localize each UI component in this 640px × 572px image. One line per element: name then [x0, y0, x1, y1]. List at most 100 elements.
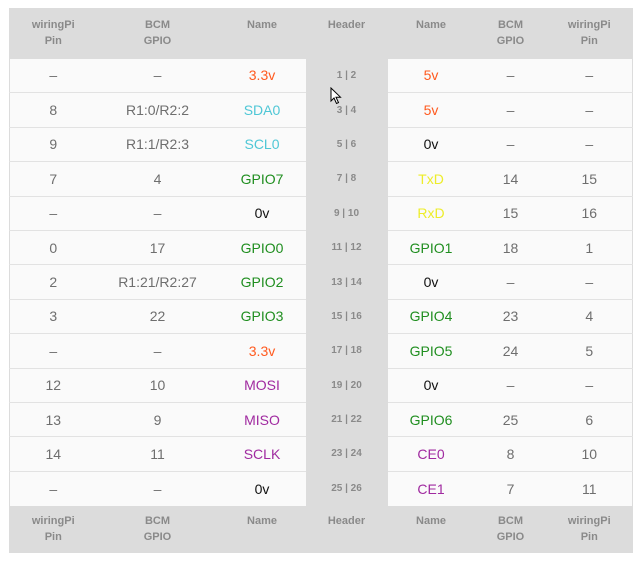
- wiringpi-pin-right: 15: [546, 161, 633, 197]
- pin-name-left: MISO: [218, 402, 306, 438]
- bcm-gpio-left: –: [96, 58, 219, 94]
- header-pin-pair: 17 | 18: [305, 333, 388, 369]
- pin-name-right: GPIO5: [387, 333, 475, 369]
- bcm-gpio-left: –: [96, 333, 219, 369]
- wiringpi-pin-right: –: [546, 264, 633, 300]
- pin-name-left: SCLK: [218, 436, 306, 472]
- col-footer-name-right: Name: [387, 505, 475, 553]
- table-row: 8 R1:0/R2:2 SDA0 3 | 4 5v – –: [9, 92, 633, 128]
- wiringpi-pin-right: –: [546, 127, 633, 163]
- bcm-gpio-right: 23: [474, 299, 547, 335]
- bcm-gpio-right: 18: [474, 230, 547, 266]
- bcm-gpio-left: 11: [96, 436, 219, 472]
- bcm-gpio-right: 8: [474, 436, 547, 472]
- table-row: – –3.3v 1 | 2 5v – –: [9, 58, 633, 94]
- bcm-gpio-right: 7: [474, 471, 547, 506]
- wiringpi-pin-left: 0: [9, 230, 97, 266]
- pin-name-right: 0v: [387, 127, 475, 163]
- wiringpi-pin-right: 10: [546, 436, 633, 472]
- pin-name-left: 3.3v: [218, 58, 306, 94]
- bcm-gpio-left: –: [96, 471, 219, 506]
- wiringpi-pin-right: –: [546, 368, 633, 403]
- header-pin-pair: 7 | 8: [305, 161, 388, 197]
- table-row: 2 R1:21/R2:27 GPIO2 13 | 14 0v – –: [9, 264, 633, 300]
- col-header-bcm-right: BCM GPIO: [474, 8, 547, 59]
- wiringpi-pin-right: 16: [546, 196, 633, 231]
- table-row: 12 10 MOSI 19 | 20 0v – –: [9, 368, 633, 403]
- bcm-gpio-left: 22: [96, 299, 219, 335]
- footer-row: wiringPi Pin BCM GPIO Name Header Name BCM…: [9, 505, 633, 553]
- wiringpi-pin-right: –: [546, 58, 633, 94]
- bcm-gpio-left: 4: [96, 161, 219, 197]
- header-pin-pair: 1 | 2: [305, 58, 388, 94]
- wiringpi-pin-left: 7: [9, 161, 97, 197]
- wiringpi-pin-right: 6: [546, 402, 633, 438]
- header-pin-pair: 9 | 10: [305, 196, 388, 231]
- header-pin-pair: 11 | 12: [305, 230, 388, 266]
- bcm-gpio-left: R1:21/R2:27: [96, 264, 219, 300]
- bcm-gpio-right: –: [474, 127, 547, 163]
- col-footer-wiringpi-left: wiringPi Pin: [9, 505, 97, 553]
- wiringpi-pin-left: 9: [9, 127, 97, 163]
- header-pin-pair: 19 | 20: [305, 368, 388, 403]
- wiringpi-pin-right: 4: [546, 299, 633, 335]
- bcm-gpio-right: 15: [474, 196, 547, 231]
- table-header: wiringPi Pin BCM GPIO Name Header Name BCM…: [9, 8, 633, 59]
- bcm-gpio-right: –: [474, 92, 547, 128]
- table-footer: wiringPi Pin BCM GPIO Name Header Name BCM…: [9, 505, 633, 553]
- pin-name-left: MOSI: [218, 368, 306, 403]
- col-footer-wiringpi-right: wiringPi Pin: [546, 505, 633, 553]
- pin-name-right: GPIO6: [387, 402, 475, 438]
- wiringpi-pin-right: 1: [546, 230, 633, 266]
- bcm-gpio-right: –: [474, 58, 547, 94]
- wiringpi-pin-left: –: [9, 58, 97, 94]
- wiringpi-pin-left: 13: [9, 402, 97, 438]
- wiringpi-pin-left: 2: [9, 264, 97, 300]
- table-row: – –0v 9 | 10 RxD 15 16: [9, 196, 633, 231]
- wiringpi-pin-left: –: [9, 333, 97, 369]
- wiringpi-pin-left: 14: [9, 436, 97, 472]
- wiringpi-pin-left: 8: [9, 92, 97, 128]
- wiringpi-pin-left: 12: [9, 368, 97, 403]
- bcm-gpio-right: 25: [474, 402, 547, 438]
- wiringpi-pin-left: –: [9, 471, 97, 506]
- pin-name-right: 5v: [387, 58, 475, 94]
- pin-name-left: 3.3v: [218, 333, 306, 369]
- table-row: 0 17 GPIO0 11 | 12 GPIO1 18 1: [9, 230, 633, 266]
- bcm-gpio-left: 17: [96, 230, 219, 266]
- table-row: 7 4 GPIO7 7 | 8 TxD 14 15: [9, 161, 633, 197]
- pin-name-right: 0v: [387, 368, 475, 403]
- col-footer-name-left: Name: [218, 505, 306, 553]
- col-header-bcm-left: BCM GPIO: [96, 8, 219, 59]
- bcm-gpio-right: –: [474, 368, 547, 403]
- col-header-name-right: Name: [387, 8, 475, 59]
- pin-name-left: GPIO2: [218, 264, 306, 300]
- header-pin-pair: 23 | 24: [305, 436, 388, 472]
- header-row: wiringPi Pin BCM GPIO Name Header Name BCM…: [9, 8, 633, 59]
- wiringpi-pin-right: 11: [546, 471, 633, 506]
- pin-name-right: CE0: [387, 436, 475, 472]
- wiringpi-pin-left: 3: [9, 299, 97, 335]
- wiringpi-pin-right: –: [546, 92, 633, 128]
- header-pin-pair: 5 | 6: [305, 127, 388, 163]
- table-row: 14 11 SCLK 23 | 24 CE0 8 10: [9, 436, 633, 472]
- pin-name-right: 0v: [387, 264, 475, 300]
- table-row: 13 9 MISO 21 | 22 GPIO6 25 6: [9, 402, 633, 438]
- header-pin-pair: 13 | 14: [305, 264, 388, 300]
- col-header-wiringpi-right: wiringPi Pin: [546, 8, 633, 59]
- bcm-gpio-left: 9: [96, 402, 219, 438]
- col-footer-header: Header: [305, 505, 388, 553]
- bcm-gpio-right: 14: [474, 161, 547, 197]
- table-row: 3 22 GPIO3 15 | 16 GPIO4 23 4: [9, 299, 633, 335]
- wiringpi-pin-left: –: [9, 196, 97, 231]
- bcm-gpio-left: –: [96, 196, 219, 231]
- pin-name-right: TxD: [387, 161, 475, 197]
- pin-name-right: 5v: [387, 92, 475, 128]
- table-body: – –3.3v 1 | 2 5v – –8 R1:0/R2:2 SDA0 3 | 4 5v – –9 R…: [9, 58, 633, 506]
- pin-name-right: RxD: [387, 196, 475, 231]
- col-header-name-left: Name: [218, 8, 306, 59]
- col-footer-bcm-right: BCM GPIO: [474, 505, 547, 553]
- pin-name-right: GPIO1: [387, 230, 475, 266]
- col-header-header: Header: [305, 8, 388, 59]
- header-pin-pair: 3 | 4: [305, 92, 388, 128]
